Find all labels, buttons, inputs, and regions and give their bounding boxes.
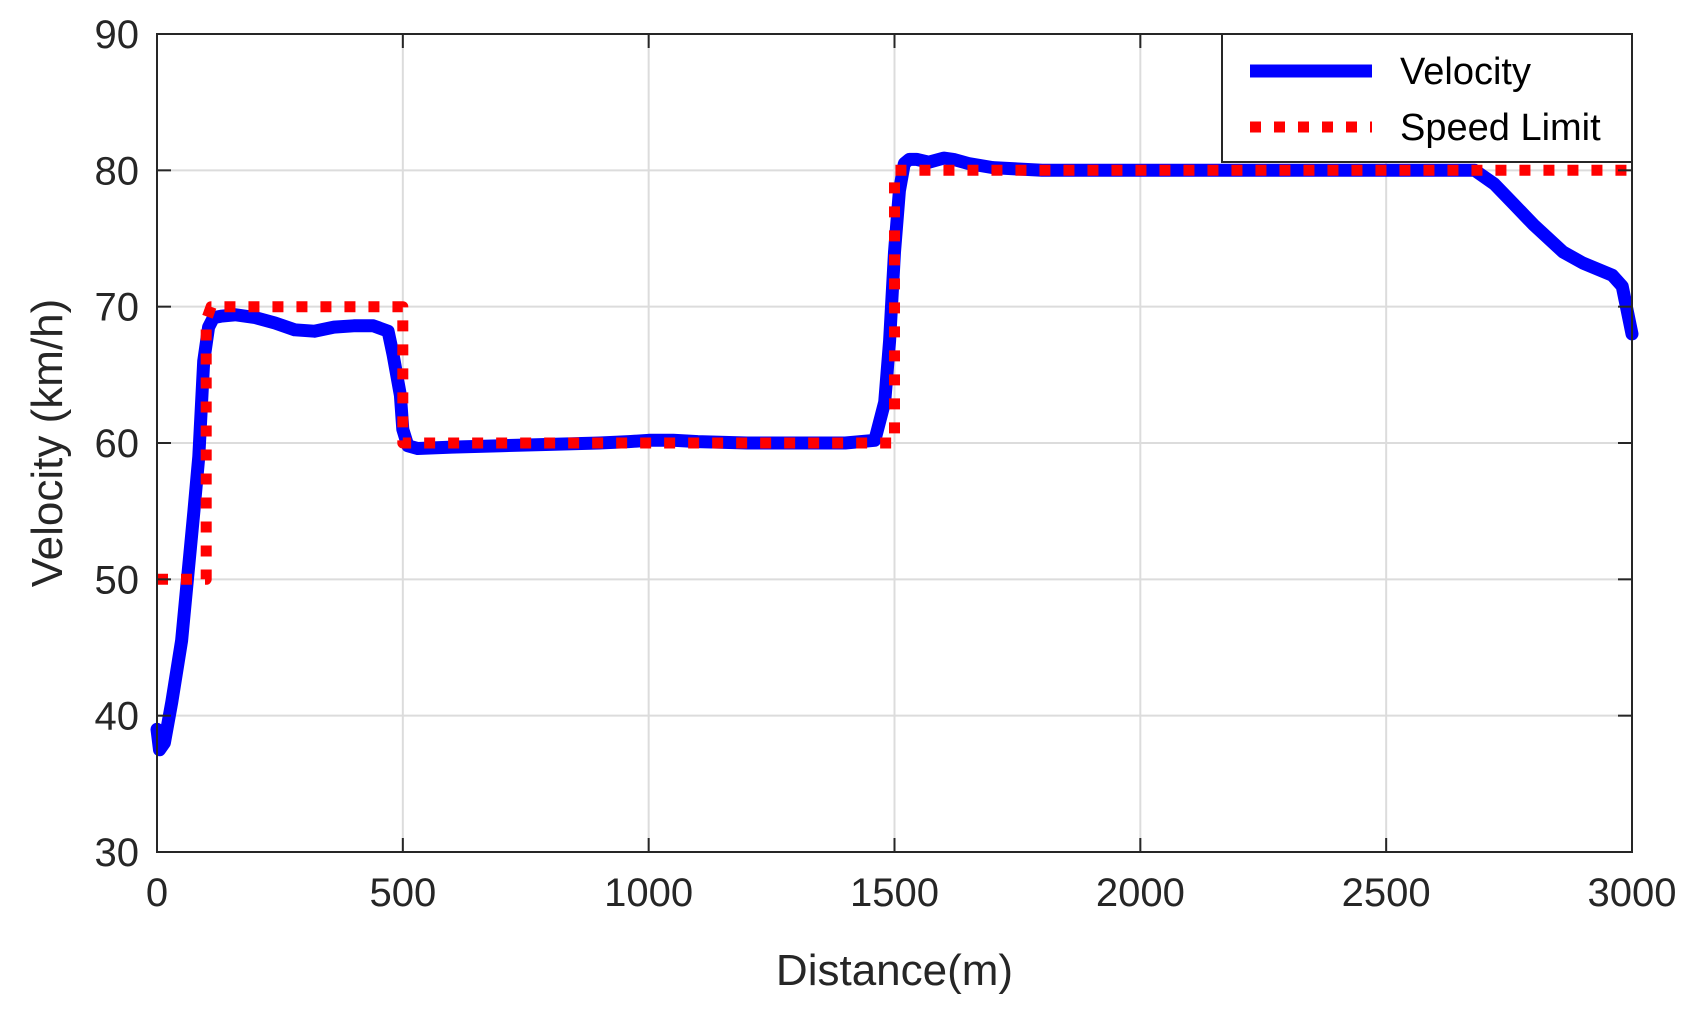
y-tick-label: 90 (95, 13, 140, 57)
x-tick-label: 2500 (1342, 871, 1431, 915)
series-layer (150, 151, 1639, 757)
y-tick-label: 50 (95, 558, 140, 602)
legend-label-speed-limit: Speed Limit (1400, 107, 1601, 149)
y-tick-label: 30 (95, 831, 140, 875)
x-tick-label: 500 (369, 871, 436, 915)
x-tick-label: 2000 (1096, 871, 1185, 915)
series-line-speed-limit (157, 164, 1632, 585)
x-tick-label: 0 (146, 871, 168, 915)
x-tick-label: 3000 (1588, 871, 1677, 915)
tick-labels: 0 500 1000 1500 2000 2500 3000 30 40 50 60 70 80 90 (95, 13, 1677, 915)
y-tick-label: 40 (95, 695, 140, 739)
y-tick-label: 80 (95, 149, 140, 193)
x-axis-title: Distance(m) (776, 946, 1013, 995)
axis-ticks (156, 33, 1633, 853)
x-tick-label: 1500 (850, 871, 939, 915)
legend-label-velocity: Velocity (1400, 51, 1531, 93)
legend-box (1221, 33, 1633, 163)
legend: Velocity Speed Limit (1221, 33, 1633, 163)
y-tick-label: 70 (95, 286, 140, 330)
y-tick-label: 60 (95, 422, 140, 466)
x-tick-label: 1000 (604, 871, 693, 915)
y-axis-title: Velocity (km/h) (23, 299, 72, 588)
